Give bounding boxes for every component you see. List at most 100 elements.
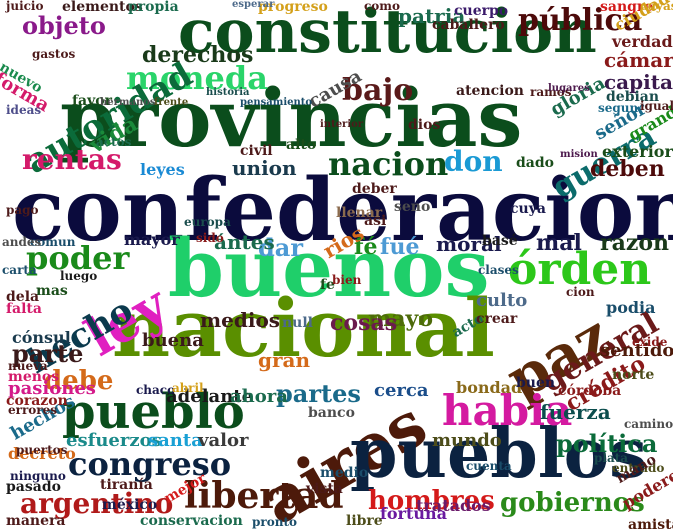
- cloud-word: pasado: [6, 479, 61, 495]
- cloud-word: corazon: [6, 393, 68, 409]
- cloud-word: pueblos: [350, 414, 648, 494]
- cloud-word: civil: [240, 143, 273, 159]
- cloud-word: esfuerzos: [66, 430, 162, 451]
- cloud-word: objeto: [22, 11, 106, 40]
- cloud-word: fuerza: [540, 400, 611, 424]
- cloud-word: cosas: [330, 310, 398, 336]
- cloud-word: comun: [30, 235, 76, 249]
- cloud-word: mayo: [368, 306, 433, 332]
- cloud-word: errores: [8, 403, 57, 417]
- cloud-word: crear: [476, 311, 518, 327]
- cloud-word: sido: [196, 231, 224, 245]
- cloud-word: plata: [594, 451, 629, 465]
- cloud-word: congreso: [68, 445, 232, 483]
- cloud-word: buenos: [168, 221, 490, 315]
- cloud-word: asi: [364, 213, 387, 229]
- cloud-word: amistad: [628, 517, 673, 530]
- cloud-word: cuerpo: [454, 3, 509, 19]
- cloud-word: nacional: [112, 281, 495, 375]
- cloud-word: buena: [142, 330, 204, 351]
- cloud-word: pensamiento: [240, 97, 313, 108]
- cloud-word: hombres: [368, 486, 495, 516]
- cloud-word: ahora: [230, 386, 288, 407]
- cloud-word: méxico: [102, 497, 158, 513]
- cloud-word: fortuna: [380, 504, 448, 523]
- cloud-word: deber: [352, 181, 397, 197]
- cloud-word: segun: [598, 101, 639, 115]
- cloud-word: cámaras: [604, 48, 673, 72]
- cloud-word: caballero: [432, 17, 505, 33]
- cloud-word: propia: [128, 0, 179, 15]
- cloud-word: debe: [44, 366, 114, 396]
- cloud-word: fué: [380, 234, 420, 260]
- cloud-word: favor: [72, 93, 112, 109]
- cloud-word: sangre: [600, 0, 654, 15]
- cloud-word: decreto: [8, 444, 76, 463]
- cloud-word: entrado: [612, 461, 665, 475]
- cloud-word: exterior: [602, 142, 673, 161]
- cloud-word: valor: [198, 430, 249, 451]
- cloud-word: pago: [6, 203, 39, 217]
- cloud-word: pronto: [252, 515, 297, 529]
- cloud-word: mayor: [124, 230, 180, 249]
- cloud-word: europa: [184, 215, 231, 229]
- cloud-word: capital: [604, 70, 673, 94]
- cloud-word: ninguno: [10, 469, 66, 483]
- cloud-word: ideas: [6, 103, 42, 117]
- cloud-word: pública: [518, 3, 643, 38]
- cloud-word: pueblo: [62, 384, 245, 440]
- cloud-word: gastos: [32, 47, 76, 61]
- cloud-word: union: [232, 156, 297, 180]
- cloud-word: caminos: [624, 417, 673, 431]
- cloud-word: actos: [96, 135, 132, 149]
- cloud-word: dios: [408, 117, 441, 133]
- cloud-word: historia: [206, 87, 250, 98]
- cloud-word: libre: [346, 513, 383, 529]
- cloud-word: leyes: [140, 160, 185, 179]
- cloud-word: abril: [172, 381, 204, 395]
- cloud-word: bien: [332, 273, 362, 287]
- cloud-word: elementos: [62, 0, 143, 15]
- cloud-word: moral: [436, 232, 502, 256]
- cloud-word: lugares: [548, 83, 590, 94]
- cloud-word: exide: [632, 335, 668, 349]
- cloud-word: cion: [566, 285, 595, 299]
- cloud-word: habia: [442, 386, 573, 435]
- cloud-word: fé: [354, 234, 378, 260]
- cloud-word: conservacion: [140, 513, 243, 529]
- cloud-word: puertos: [16, 443, 68, 457]
- cloud-word: culto: [476, 290, 528, 311]
- cloud-word: gran: [258, 348, 311, 372]
- cloud-word: dado: [516, 155, 554, 171]
- cloud-word: mal: [536, 230, 582, 256]
- cloud-word: cuyas: [640, 0, 673, 13]
- cloud-word: santa: [148, 430, 203, 451]
- cloud-word: esperar: [232, 0, 275, 10]
- cloud-word: fe: [320, 277, 335, 293]
- cloud-word: podia: [606, 298, 656, 317]
- cloud-word: nueva: [8, 359, 48, 373]
- cloud-word: mundo: [432, 430, 502, 451]
- cloud-word: buen: [516, 375, 556, 391]
- cloud-word: verdad: [612, 32, 673, 51]
- cloud-word: atencion: [456, 83, 524, 99]
- cloud-word: nacion: [328, 145, 449, 183]
- cloud-word: medios: [200, 308, 281, 332]
- cloud-word: ramos: [530, 85, 572, 99]
- cloud-word: chaco: [136, 383, 176, 397]
- cloud-word: basé: [482, 233, 518, 249]
- cloud-word: confederacion: [12, 160, 673, 261]
- cloud-word: rentas: [22, 143, 122, 176]
- cloud-word: cerca: [374, 380, 429, 401]
- cloud-word: medio: [320, 465, 369, 481]
- cloud-word: frente: [154, 97, 189, 108]
- cloud-word: moneda: [126, 59, 268, 97]
- cloud-word: debian: [606, 89, 660, 105]
- cloud-word: menos: [8, 369, 60, 385]
- cloud-word: gobiernos: [500, 488, 645, 518]
- cloud-word: cónsul: [12, 328, 71, 347]
- cloud-word: ántes: [214, 230, 275, 254]
- cloud-word: seno: [394, 199, 431, 215]
- cloud-word: manera: [6, 513, 66, 529]
- cloud-word: deben: [590, 156, 665, 182]
